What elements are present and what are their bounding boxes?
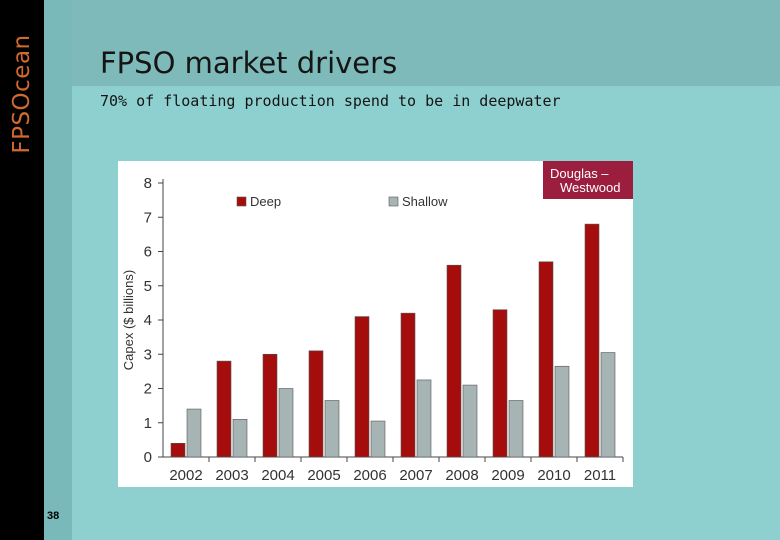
slide-title: FPSO market drivers [100, 46, 398, 80]
bar-shallow-2009 [508, 400, 524, 458]
y-tick-label: 0 [144, 449, 152, 466]
bar-deep-2006 [354, 316, 370, 458]
page-number: 38 [47, 510, 60, 522]
bar-shallow-2002 [186, 408, 202, 458]
bar-shallow-2008 [462, 384, 478, 458]
bar-chart: 0 1 2 3 4 5 6 7 8 Capex ($ billions) 2002 2003 2004 2… [121, 175, 624, 484]
bar-shallow-2003 [232, 419, 248, 458]
bar-shallow-2006 [370, 420, 386, 458]
x-tick-label: 2005 [307, 467, 340, 484]
bar-deep-2009 [492, 309, 508, 458]
bar-shallow-2005 [324, 400, 340, 458]
bar-deep-2005 [308, 350, 324, 458]
y-tick-label: 1 [144, 415, 152, 432]
y-tick-label: 7 [144, 209, 152, 226]
bar-shallow-2007 [416, 379, 432, 458]
x-tick-label: 2007 [399, 467, 432, 484]
bar-deep-2011 [584, 223, 600, 458]
slide-subtitle: 70% of floating production spend to be i… [100, 92, 561, 110]
bar-deep-2010 [538, 261, 554, 458]
x-tick-label: 2004 [261, 467, 294, 484]
x-tick-label: 2006 [353, 467, 386, 484]
bar-deep-2003 [216, 360, 232, 458]
left-strip [44, 0, 72, 540]
bar-shallow-2011 [600, 352, 616, 458]
y-tick-label: 8 [144, 175, 152, 192]
source-badge-line1: Douglas – [550, 166, 609, 181]
y-tick-label: 4 [144, 312, 152, 329]
x-tick-label: 2009 [491, 467, 524, 484]
brand-logo: FPSOcean [9, 34, 35, 154]
x-tick-label: 2002 [169, 467, 202, 484]
chart-container: 0 1 2 3 4 5 6 7 8 Capex ($ billions) 2002 2003 2004 2… [118, 161, 633, 487]
bar-shallow-2010 [554, 365, 570, 458]
x-tick-label: 2011 [584, 467, 616, 484]
y-tick-label: 3 [144, 346, 152, 363]
bar-shallow-2004 [278, 388, 294, 458]
y-tick-label: 6 [144, 244, 152, 261]
y-tick-label: 2 [144, 381, 152, 398]
legend-label-shallow: Shallow [402, 194, 448, 209]
legend-label-deep: Deep [250, 194, 281, 209]
x-tick-label: 2008 [445, 467, 478, 484]
source-badge-line2: Westwood [560, 180, 621, 195]
y-tick-label: 5 [144, 278, 152, 295]
x-tick-label: 2003 [215, 467, 248, 484]
legend-swatch-shallow [388, 196, 399, 207]
title-band [72, 0, 780, 86]
legend-swatch-deep [236, 196, 247, 207]
bar-deep-2002 [170, 442, 186, 458]
bar-deep-2004 [262, 353, 278, 458]
source-badge: Douglas – Westwood [543, 161, 633, 199]
bar-deep-2008 [446, 264, 462, 458]
x-tick-label: 2010 [537, 467, 570, 484]
y-axis-title: Capex ($ billions) [121, 270, 136, 370]
bar-deep-2007 [400, 312, 416, 458]
left-bar [0, 0, 44, 540]
